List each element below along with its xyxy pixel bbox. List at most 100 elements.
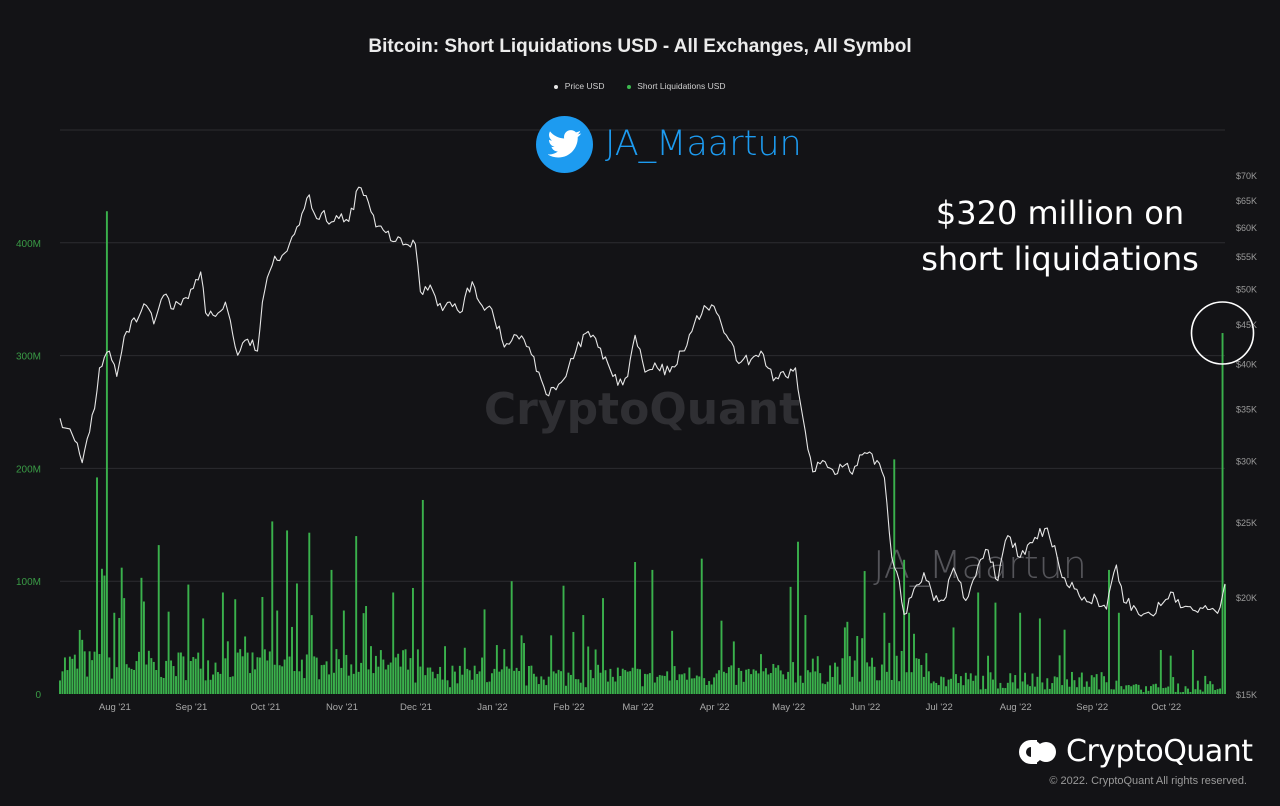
liquidation-bar: [217, 672, 219, 694]
legend-item-liquidations[interactable]: Short Liquidations USD: [626, 81, 726, 91]
liquidation-bar: [747, 668, 750, 694]
liquidation-bar: [505, 666, 508, 694]
liquidation-bar: [365, 606, 368, 694]
liquidation-bar: [935, 682, 938, 694]
x-tick-label: Mar '22: [622, 702, 653, 713]
liquidation-bar: [851, 676, 854, 694]
liquidation-bar: [671, 630, 674, 694]
liquidation-bar: [757, 673, 760, 694]
liquidation-bar: [293, 671, 296, 694]
liquidation-bar: [463, 647, 466, 694]
liquidation-bar: [885, 671, 888, 694]
liquidation-bar: [241, 656, 244, 694]
liquidation-bar: [118, 617, 121, 694]
liquidation-bar: [809, 672, 812, 694]
liquidation-bar: [142, 601, 145, 694]
liquidation-bar: [994, 602, 997, 694]
liquidation-bar: [651, 569, 654, 694]
liquidation-bar: [392, 592, 395, 694]
liquidation-bar: [1004, 688, 1007, 694]
cryptoquant-logo-text: CryptoQuant: [1066, 734, 1253, 769]
liquidation-bar: [379, 650, 382, 694]
cryptoquant-logo[interactable]: CryptoQuant: [1018, 734, 1253, 769]
liquidation-bar: [917, 658, 920, 694]
liquidation-bar: [150, 658, 153, 694]
liquidation-bar: [910, 672, 913, 694]
liquidation-bar: [483, 609, 486, 694]
liquidation-bar: [722, 671, 725, 694]
liquidation-bar: [513, 670, 516, 694]
liquidation-bar: [372, 673, 375, 694]
liquidation-bar: [1120, 686, 1123, 694]
liquidation-bar: [1137, 684, 1140, 694]
liquidation-bar: [352, 673, 355, 694]
x-tick-label: Apr '22: [700, 702, 730, 713]
liquidation-bar: [1145, 686, 1147, 694]
y-right-tick-label: $60K: [1236, 223, 1257, 233]
liquidation-bar: [1029, 686, 1031, 694]
liquidation-bar: [429, 667, 432, 694]
copyright-notice: © 2022. CryptoQuant All rights reserved.: [1049, 775, 1247, 787]
liquidation-bar: [611, 676, 614, 694]
liquidation-bar: [170, 660, 173, 694]
liquidation-bar: [157, 545, 160, 694]
liquidation-bar: [281, 666, 284, 694]
liquidation-bar: [609, 668, 612, 694]
liquidation-bar: [234, 599, 237, 694]
liquidation-bar: [1177, 683, 1180, 694]
liquidation-bar: [878, 680, 881, 694]
handle-watermark: JA_Maartun: [873, 543, 1087, 588]
liquidation-bar: [866, 662, 869, 694]
liquidation-bar: [308, 532, 311, 694]
grid-layer: [60, 129, 1225, 582]
liquidation-bar: [977, 592, 980, 694]
liquidation-bar: [421, 499, 424, 694]
liquidation-bar: [663, 675, 666, 694]
liquidation-bar: [1048, 688, 1051, 694]
liquidation-bar: [762, 671, 765, 694]
liquidation-bar: [589, 669, 592, 694]
liquidation-bar: [1063, 629, 1066, 694]
liquidation-bar: [175, 676, 177, 694]
liquidation-bar: [133, 669, 136, 694]
liquidation-bar: [1073, 680, 1076, 694]
liquidation-bar: [81, 639, 84, 694]
liquidation-bar: [101, 568, 103, 694]
liquidation-bar: [409, 658, 412, 694]
twitter-handle-badge[interactable]: JA_Maartun: [536, 115, 802, 173]
legend-item-price[interactable]: Price USD: [554, 81, 604, 91]
liquidation-bar: [214, 662, 217, 694]
liquidation-bar: [108, 657, 111, 694]
liquidation-bar: [745, 669, 748, 694]
twitter-handle-text: JA_Maartun: [605, 124, 802, 164]
liquidation-bar: [71, 658, 74, 694]
y-right-tick-label: $50K: [1236, 284, 1257, 294]
y-right-tick-label: $20K: [1236, 593, 1257, 603]
liquidation-bar: [204, 680, 207, 694]
liquidation-bar: [1068, 686, 1071, 694]
liquidation-bar: [764, 668, 767, 694]
cryptoquant-logo-icon: [1018, 735, 1058, 769]
y-right-tick-label: $65K: [1236, 196, 1257, 206]
liquidation-bar: [1140, 689, 1143, 694]
liquidation-bar: [313, 656, 316, 694]
cryptoquant-watermark: CryptoQuant: [484, 384, 800, 435]
liquidation-bar: [518, 671, 521, 694]
liquidation-bar: [318, 679, 321, 694]
liquidation-bar: [268, 651, 271, 694]
liquidation-bar: [584, 687, 587, 694]
liquidation-bar: [231, 676, 234, 694]
liquidation-bar: [436, 673, 439, 694]
liquidation-bar: [690, 678, 693, 694]
liquidation-bar: [120, 567, 123, 694]
liquidation-bar: [138, 651, 140, 694]
liquidation-bar: [1174, 691, 1177, 694]
liquidation-bar: [656, 676, 659, 694]
x-tick-label: Dec '21: [400, 702, 432, 713]
liquidation-bar: [397, 653, 400, 694]
liquidation-bar: [834, 662, 836, 694]
liquidation-bar: [1095, 674, 1098, 694]
liquidation-bar: [1103, 676, 1106, 694]
liquidation-bar: [305, 654, 308, 694]
liquidation-bar: [829, 665, 832, 694]
